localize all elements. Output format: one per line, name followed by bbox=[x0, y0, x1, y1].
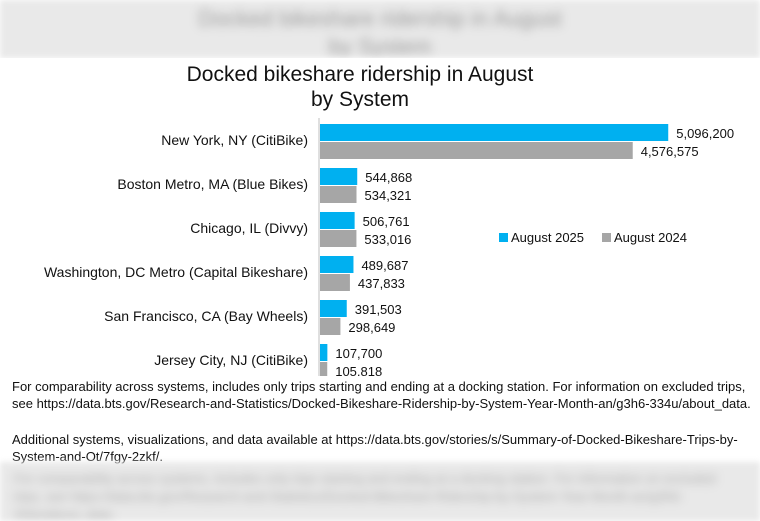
bar-august-2024 bbox=[320, 362, 328, 376]
bar-chart: New York, NY (CitiBike) 5,096,200 4,576,57… bbox=[44, 118, 734, 376]
data-label: 298,649 bbox=[348, 320, 395, 335]
bar-august-2024 bbox=[320, 230, 357, 247]
chart-title: Docked bikeshare ridership in August by … bbox=[160, 62, 560, 112]
legend-swatch bbox=[499, 233, 508, 242]
bar-august-2024 bbox=[320, 318, 341, 335]
data-label: 391,503 bbox=[355, 302, 402, 317]
blurred-subtitle-echo: by System bbox=[328, 34, 432, 58]
legend-label: August 2025 bbox=[511, 230, 584, 245]
category-label: Boston Metro, MA (Blue Bikes) bbox=[117, 176, 308, 192]
category-label: Jersey City, NJ (CitiBike) bbox=[154, 352, 308, 368]
chart-title-line-2: by System bbox=[310, 88, 410, 111]
blurred-title-echo: Docked bikeshare ridership in August bbox=[198, 6, 562, 31]
data-label: 544,868 bbox=[365, 170, 412, 185]
bar-august-2025 bbox=[320, 124, 669, 141]
blurred-footer-echo: For comparability across systems, includ… bbox=[0, 462, 760, 521]
chart-title-line-1: Docked bikeshare ridership in August bbox=[186, 63, 534, 86]
data-label: 534,321 bbox=[365, 188, 412, 203]
bar-august-2025 bbox=[320, 212, 355, 229]
legend-swatch bbox=[602, 233, 611, 242]
data-label: 437,833 bbox=[358, 276, 405, 291]
data-label: 489,687 bbox=[361, 258, 408, 273]
bar-august-2025 bbox=[320, 344, 328, 361]
blurred-footnote-echo: For comparability across systems, includ… bbox=[14, 471, 716, 521]
data-label: 4,576,575 bbox=[641, 144, 699, 159]
legend-label: August 2024 bbox=[614, 230, 687, 245]
bar-august-2024 bbox=[320, 186, 357, 203]
bar-august-2025 bbox=[320, 256, 354, 273]
footnote-comparability: For comparability across systems, includ… bbox=[12, 379, 751, 411]
bar-august-2024 bbox=[320, 274, 350, 291]
chart-card: Docked bikeshare ridership in August by … bbox=[0, 58, 760, 464]
blurred-header-echo: Docked bikeshare ridership in August by … bbox=[0, 0, 760, 58]
category-label: San Francisco, CA (Bay Wheels) bbox=[104, 308, 308, 324]
data-label: 107,700 bbox=[335, 346, 382, 361]
data-label: 506,761 bbox=[363, 214, 410, 229]
data-label: 5,096,200 bbox=[676, 126, 734, 141]
category-label: Washington, DC Metro (Capital Bikeshare) bbox=[44, 264, 308, 280]
bar-august-2024 bbox=[320, 142, 633, 159]
category-label: New York, NY (CitiBike) bbox=[161, 132, 308, 148]
footnote-additional: Additional systems, visualizations, and … bbox=[12, 432, 738, 464]
category-label: Chicago, IL (Divvy) bbox=[190, 220, 308, 236]
data-label: 533,016 bbox=[364, 232, 411, 247]
bar-august-2025 bbox=[320, 168, 358, 185]
bar-august-2025 bbox=[320, 300, 347, 317]
data-label: 105,818 bbox=[335, 364, 382, 376]
